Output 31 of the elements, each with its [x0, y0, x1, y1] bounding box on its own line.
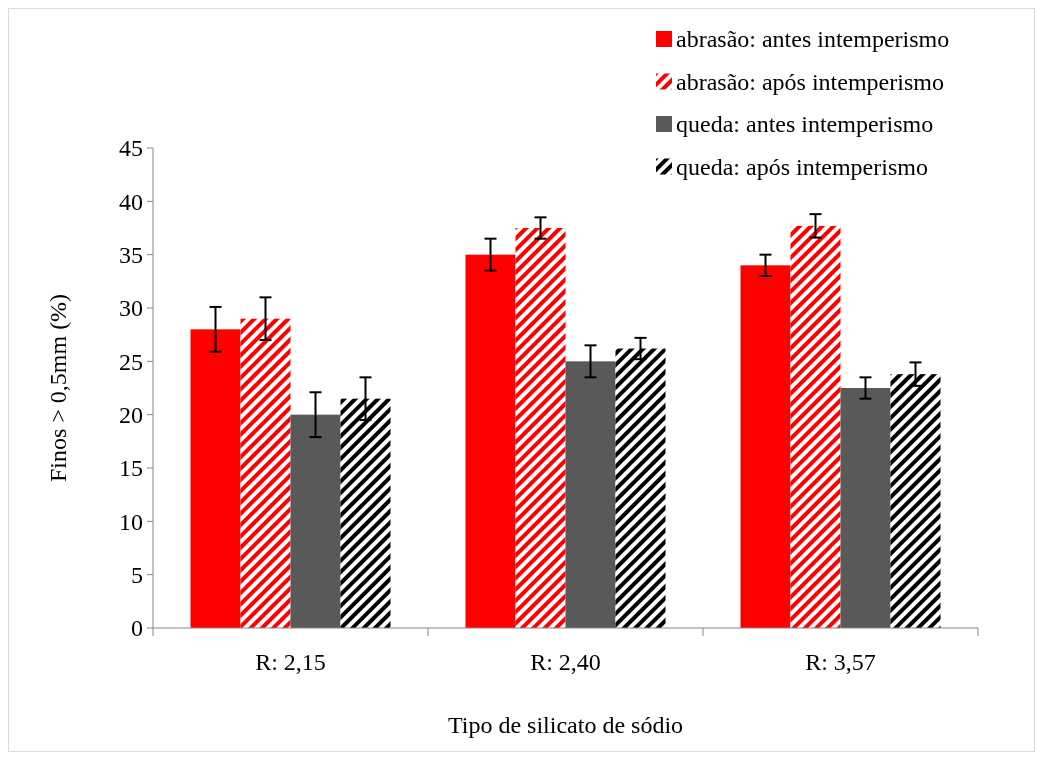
- x-tick-label: R: 2,15: [255, 649, 326, 675]
- x-tick-label: R: 2,40: [530, 649, 601, 675]
- y-tick-label: 5: [131, 562, 143, 589]
- y-tick-label: 30: [119, 295, 143, 322]
- bar: [240, 318, 291, 628]
- bar: [465, 254, 516, 628]
- bar: [190, 329, 241, 628]
- bar: [790, 225, 841, 628]
- bar: [615, 348, 666, 628]
- y-tick-label: 35: [119, 242, 143, 269]
- y-tick-label: 0: [131, 615, 143, 642]
- x-axis-title: Tipo de silicato de sódio: [447, 712, 684, 738]
- x-tick-label: R: 3,57: [805, 649, 876, 675]
- legend-label: abrasão: antes intemperismo: [676, 26, 950, 53]
- legend-label: abrasão: após intemperismo: [676, 68, 944, 95]
- bar: [290, 414, 341, 628]
- bar: [515, 228, 566, 628]
- y-tick-label: 40: [119, 188, 143, 215]
- bar: [340, 398, 391, 628]
- y-tick-label: 25: [119, 348, 143, 375]
- y-tick-label: 45: [119, 135, 143, 162]
- legend-label: queda: após intemperismo: [676, 153, 928, 180]
- y-tick-label: 20: [119, 402, 143, 429]
- legend-label: queda: antes intemperismo: [676, 111, 934, 138]
- y-tick-label: 10: [119, 508, 143, 535]
- y-axis-title: Finos > 0,5mm (%): [45, 293, 71, 483]
- bar: [840, 388, 891, 628]
- bar: [565, 361, 616, 628]
- bar: [890, 374, 941, 628]
- y-tick-label: 15: [119, 455, 143, 482]
- bar: [740, 265, 791, 628]
